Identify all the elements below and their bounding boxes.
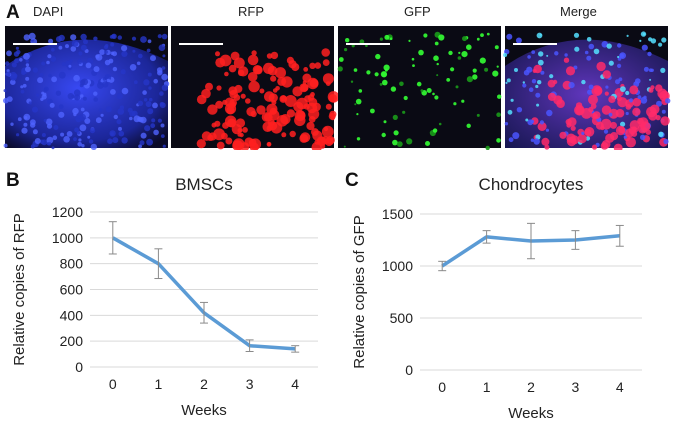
y-axis-label: Relative copies of GFP — [351, 215, 368, 368]
channel-label-rfp: RFP — [238, 4, 264, 19]
chart-bmscs: BMSCs 0 200 400 600 800 1000 1200 0 1 2 3 4 Weeks Rela… — [11, 175, 318, 419]
error-bar — [154, 248, 163, 280]
micrograph-merge — [503, 26, 671, 150]
microscopy-panel — [3, 26, 671, 150]
error-bar — [527, 222, 535, 260]
y-tick-label: 0 — [405, 362, 413, 378]
x-tick-label: 0 — [109, 376, 117, 392]
series-line — [111, 236, 296, 351]
chart-chondrocytes: Chondrocytes 0 500 1000 1500 0 1 2 3 4 Weeks Relati… — [351, 175, 642, 422]
x-tick-label: 3 — [572, 379, 580, 395]
x-tick-label: 4 — [616, 379, 624, 395]
x-axis-label: Weeks — [181, 402, 227, 419]
channel-label-gfp: GFP — [404, 4, 431, 19]
y-tick-label: 800 — [60, 256, 84, 272]
micrograph-rfp — [171, 26, 340, 150]
y-tick-label: 600 — [60, 282, 84, 298]
y-tick-label: 400 — [60, 307, 84, 323]
error-bar — [571, 230, 580, 250]
panel-label-c: C — [345, 170, 359, 191]
x-axis-label: Weeks — [508, 405, 554, 422]
panel-label-a: A — [6, 2, 20, 23]
error-bar — [245, 339, 254, 352]
channel-label-dapi: DAPI — [33, 4, 64, 19]
y-tick-label: 1200 — [52, 204, 83, 220]
error-bar — [438, 260, 447, 272]
x-tick-label: 0 — [438, 379, 446, 395]
error-bar — [200, 301, 208, 324]
micrograph-dapi — [3, 26, 170, 150]
error-bar — [108, 221, 117, 255]
x-tick-label: 3 — [246, 376, 254, 392]
x-tick-label: 4 — [291, 376, 299, 392]
panel-label-b: B — [6, 170, 20, 191]
x-tick-label: 2 — [200, 376, 208, 392]
y-tick-label: 0 — [75, 359, 83, 375]
x-tick-label: 1 — [155, 376, 163, 392]
x-tick-label: 2 — [527, 379, 535, 395]
y-tick-label: 1000 — [52, 230, 83, 246]
error-bar — [482, 230, 491, 244]
y-tick-label: 200 — [60, 333, 84, 349]
y-axis-label: Relative copies of RFP — [11, 213, 28, 366]
y-tick-label: 1000 — [382, 258, 413, 274]
chart-title: BMSCs — [175, 175, 233, 194]
error-bar — [291, 345, 300, 353]
channel-label-merge: Merge — [560, 4, 597, 19]
chart-title: Chondrocytes — [479, 175, 584, 194]
y-tick-label: 500 — [390, 310, 414, 326]
y-tick-label: 1500 — [382, 206, 413, 222]
micrograph-gfp — [337, 26, 502, 150]
x-tick-label: 1 — [483, 379, 491, 395]
error-bar — [615, 224, 624, 247]
